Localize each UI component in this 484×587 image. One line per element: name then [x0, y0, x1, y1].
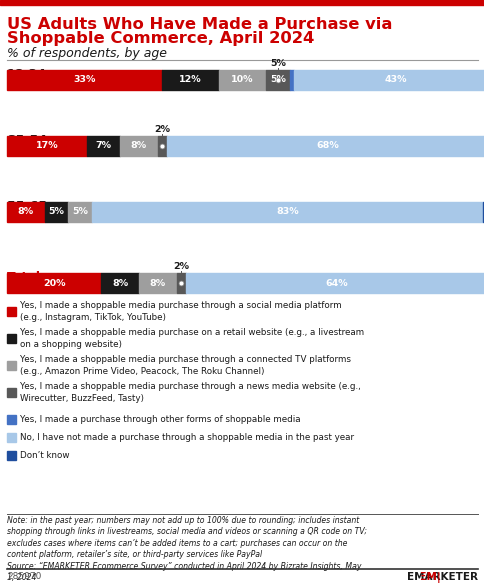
Bar	[7, 307, 16, 316]
Text: 83%: 83%	[275, 207, 298, 217]
Text: 7%: 7%	[95, 141, 111, 150]
Bar	[87, 136, 120, 156]
Text: 55-65: 55-65	[7, 200, 47, 213]
Text: 33%: 33%	[74, 76, 96, 85]
Text: Total: Total	[7, 271, 41, 284]
Bar	[101, 273, 138, 293]
Text: 64%: 64%	[325, 278, 348, 288]
Text: 2%: 2%	[154, 125, 170, 134]
Bar	[68, 202, 91, 222]
Text: EMARKETER: EMARKETER	[406, 572, 477, 582]
Text: 5%: 5%	[269, 76, 285, 85]
Text: Yes, I made a shoppable media purchase through a news media website (e.g.,
Wirec: Yes, I made a shoppable media purchase t…	[20, 382, 360, 403]
Bar	[7, 361, 16, 370]
Bar	[0, 0, 484, 5]
Bar	[7, 388, 16, 397]
Bar	[266, 70, 289, 90]
Text: ΞM|: ΞM|	[419, 572, 440, 583]
Text: 5%: 5%	[269, 59, 285, 68]
Text: 5%: 5%	[72, 207, 88, 217]
Text: Yes, I made a purchase through other forms of shoppable media: Yes, I made a purchase through other for…	[20, 415, 300, 424]
Bar	[482, 202, 484, 222]
Bar	[167, 136, 484, 156]
Text: 12%: 12%	[179, 76, 201, 85]
Text: 35-54: 35-54	[7, 134, 47, 147]
Bar	[138, 273, 176, 293]
Bar	[294, 70, 484, 90]
Bar	[45, 202, 68, 222]
Text: 8%: 8%	[112, 278, 128, 288]
Text: Yes, I made a shoppable media purchase through a social media platform
(e.g., In: Yes, I made a shoppable media purchase t…	[20, 301, 341, 322]
Bar	[7, 334, 16, 343]
Text: 10%: 10%	[231, 76, 253, 85]
Bar	[7, 273, 101, 293]
Bar	[7, 451, 16, 460]
Text: 5%: 5%	[48, 207, 64, 217]
Text: 8%: 8%	[131, 141, 147, 150]
Bar	[157, 136, 167, 156]
Text: 8%: 8%	[18, 207, 34, 217]
Bar	[7, 433, 16, 442]
Bar	[7, 415, 16, 424]
Text: 285970: 285970	[7, 572, 41, 581]
Bar	[176, 273, 185, 293]
Text: 8%: 8%	[150, 278, 166, 288]
Text: 68%: 68%	[315, 141, 338, 150]
Text: No, I have not made a purchase through a shoppable media in the past year: No, I have not made a purchase through a…	[20, 433, 353, 442]
Text: 18-34: 18-34	[7, 68, 47, 81]
Bar	[218, 70, 266, 90]
Text: Yes, I made a shoppable media purchase through a connected TV platforms
(e.g., A: Yes, I made a shoppable media purchase t…	[20, 355, 350, 376]
Text: US Adults Who Have Made a Purchase via: US Adults Who Have Made a Purchase via	[7, 17, 392, 32]
Text: 2%: 2%	[173, 262, 189, 271]
Text: 20%: 20%	[43, 278, 65, 288]
Bar	[91, 202, 482, 222]
Bar	[162, 70, 218, 90]
Text: Note: in the past year; numbers may not add up to 100% due to rounding; includes: Note: in the past year; numbers may not …	[7, 516, 366, 582]
Text: % of respondents, by age: % of respondents, by age	[7, 47, 166, 60]
Bar	[120, 136, 157, 156]
Bar	[185, 273, 484, 293]
Text: Yes, I made a shoppable media purchase on a retail website (e.g., a livestream
o: Yes, I made a shoppable media purchase o…	[20, 328, 363, 349]
Text: Shoppable Commerce, April 2024: Shoppable Commerce, April 2024	[7, 31, 314, 46]
Bar	[7, 202, 45, 222]
Bar	[289, 70, 294, 90]
Text: 17%: 17%	[36, 141, 58, 150]
Text: 43%: 43%	[383, 76, 406, 85]
Bar	[7, 136, 87, 156]
Text: Don’t know: Don’t know	[20, 451, 69, 460]
Bar	[7, 70, 162, 90]
